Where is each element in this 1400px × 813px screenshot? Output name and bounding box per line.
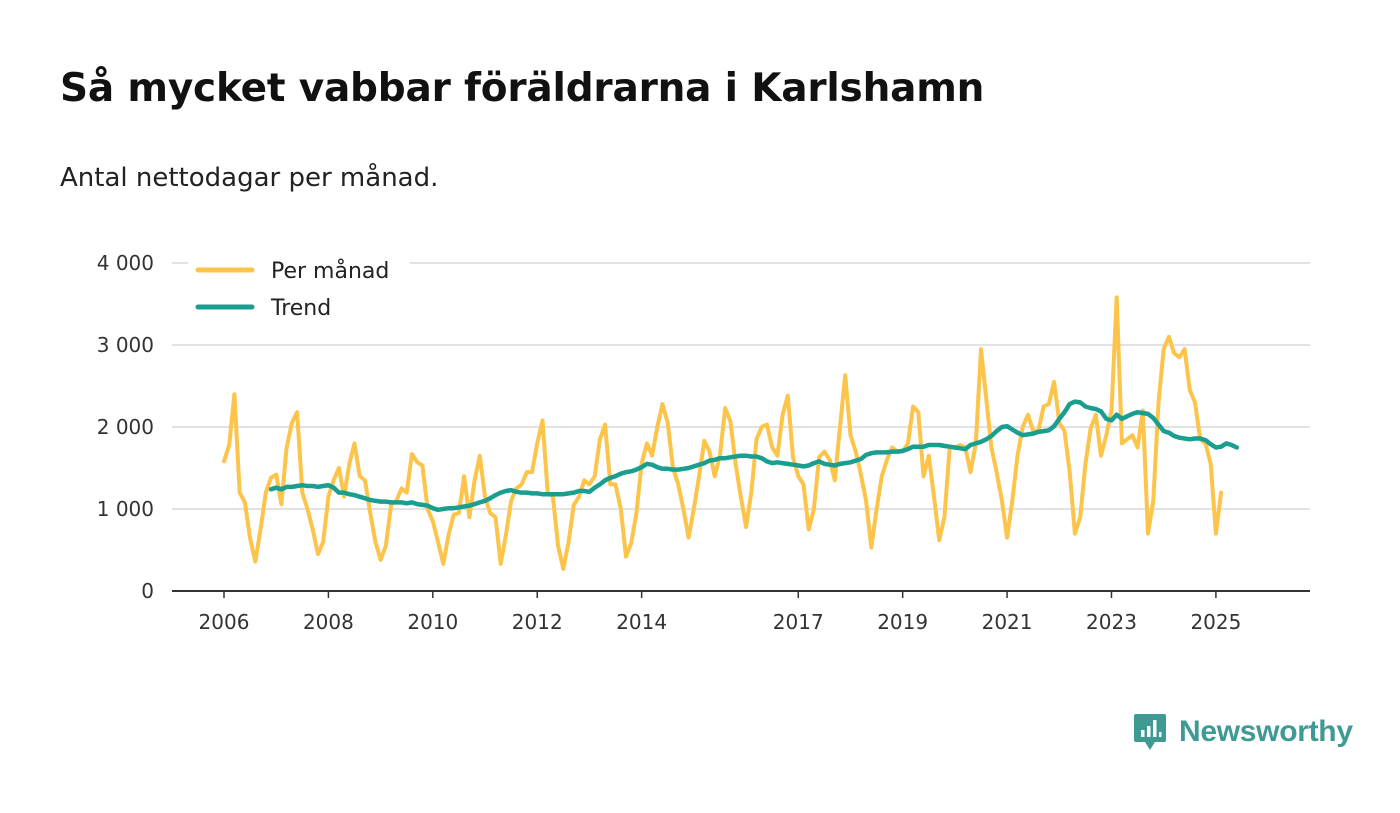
x-tick-label: 2010: [407, 610, 458, 634]
y-tick-label: 4 000: [97, 251, 154, 275]
x-tick-label: 2019: [877, 610, 928, 634]
legend-label: Trend: [270, 296, 331, 321]
series-line-per-manad: [222, 295, 1224, 571]
x-tick-label: 2012: [512, 610, 563, 634]
legend-label: Per månad: [271, 258, 389, 284]
legend-background: [188, 248, 410, 330]
chart-title: Så mycket vabbar föräldrarna i Karlshamn: [60, 66, 985, 111]
newsworthy-logo-icon: [1134, 714, 1166, 750]
x-tick-label: 2006: [199, 610, 250, 634]
legend: Per månad Trend: [188, 248, 410, 330]
series-line-trend: [268, 399, 1240, 513]
series-lines: [222, 295, 1240, 571]
y-tick-label: 0: [141, 579, 154, 603]
chart-subtitle: Antal nettodagar per månad.: [60, 163, 439, 193]
x-tick-label: 2017: [773, 610, 824, 634]
x-tick-label: 2025: [1190, 610, 1241, 634]
x-tick-label: 2014: [616, 610, 667, 634]
x-tick-label: 2021: [982, 610, 1033, 634]
y-tick-label: 1 000: [97, 497, 154, 521]
y-axis-ticks: 0 1 000 2 000 3 000 4 000: [97, 251, 154, 603]
brand-name: Newsworthy: [1179, 715, 1353, 748]
y-tick-label: 2 000: [97, 415, 154, 439]
x-tick-label: 2023: [1086, 610, 1137, 634]
x-tick-label: 2008: [303, 610, 354, 634]
y-tick-label: 3 000: [97, 333, 154, 357]
newsworthy-brand: Newsworthy: [1133, 712, 1353, 752]
x-axis-ticks: 2006 2008 2010 2012 2014 2017 2019 2021 2023 2025: [199, 591, 1241, 634]
